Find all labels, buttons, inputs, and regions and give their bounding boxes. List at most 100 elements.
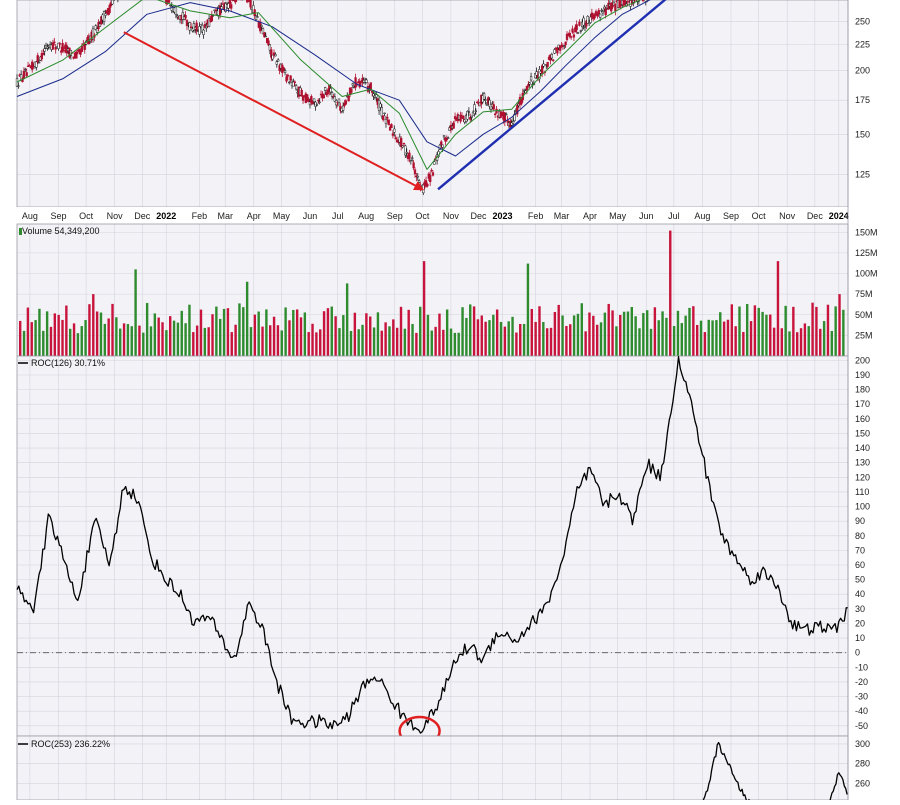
volume-bar — [19, 321, 21, 356]
volume-bar — [565, 326, 567, 356]
volume-bar — [827, 305, 829, 356]
volume-bar — [427, 315, 429, 356]
volume-bar — [504, 327, 506, 356]
x-tick-label: Aug — [694, 211, 710, 221]
volume-bar — [96, 311, 98, 356]
volume-bar — [223, 309, 225, 356]
candle-body — [276, 62, 278, 65]
volume-bar — [796, 332, 798, 356]
volume-bar — [492, 315, 494, 356]
volume-y-tick-label: 25M — [855, 330, 873, 340]
candle-body — [230, 4, 232, 8]
volume-bar — [546, 328, 548, 356]
candle-body — [474, 105, 476, 114]
volume-bar — [481, 316, 483, 356]
roc126-y-tick-label: 30 — [855, 604, 865, 614]
volume-bar — [246, 282, 248, 356]
volume-bar — [596, 325, 598, 356]
roc126-label: ROC(126) 30.71% — [31, 358, 105, 368]
candle-body — [17, 86, 19, 87]
candle-body — [388, 120, 390, 125]
candle-body — [229, 0, 231, 4]
roc126-y-tick-label: 70 — [855, 545, 865, 555]
volume-bar — [438, 314, 440, 356]
volume-bar — [484, 322, 486, 356]
volume-bar — [711, 320, 713, 356]
candle-body — [52, 43, 54, 50]
candle-body — [26, 72, 28, 76]
candle-body — [573, 35, 575, 37]
candle-body — [505, 114, 507, 115]
candle-body — [257, 17, 259, 18]
x-tick-label: Jun — [303, 211, 318, 221]
candle-body — [103, 12, 105, 22]
x-tick-label: Sep — [723, 211, 739, 221]
volume-bar — [477, 319, 479, 356]
candle-body — [288, 82, 290, 83]
volume-bar — [423, 261, 425, 356]
candle-body — [38, 62, 40, 63]
candle-body — [228, 3, 230, 8]
roc126-y-tick-label: 50 — [855, 575, 865, 585]
candle-body — [403, 143, 405, 144]
volume-bar — [588, 313, 590, 356]
volume-bar — [531, 309, 533, 356]
volume-y-tick-label: 50M — [855, 310, 873, 320]
volume-bar — [442, 330, 444, 356]
candle-body — [44, 49, 46, 52]
candle-body — [16, 78, 18, 86]
volume-bar — [708, 320, 710, 356]
candle-body — [176, 16, 178, 17]
volume-bar — [815, 307, 817, 356]
volume-bar — [88, 304, 90, 356]
volume-bar — [238, 303, 240, 356]
volume-bar — [623, 312, 625, 356]
volume-bar — [154, 313, 156, 356]
candle-body — [521, 100, 523, 104]
volume-bar — [469, 304, 471, 356]
x-tick-label: Sep — [50, 211, 66, 221]
candle-body — [190, 27, 192, 28]
candle-body — [323, 95, 325, 98]
candle-body — [331, 93, 333, 97]
candle-body — [53, 42, 55, 43]
x-tick-label: Jul — [332, 211, 344, 221]
x-tick-label: Mar — [554, 211, 570, 221]
candle-body — [59, 43, 61, 44]
volume-bar — [611, 310, 613, 356]
volume-bar — [584, 331, 586, 356]
x-tick-label: Jun — [639, 211, 654, 221]
x-tick-label: Feb — [192, 211, 208, 221]
volume-bar — [357, 329, 359, 356]
volume-bar — [654, 307, 656, 356]
volume-bar — [27, 308, 29, 356]
volume-bar — [554, 312, 556, 356]
volume-bar — [50, 327, 52, 356]
x-tick-label: Dec — [471, 211, 488, 221]
volume-bar — [300, 317, 302, 356]
candle-body — [632, 0, 634, 2]
candle-body — [272, 55, 274, 59]
volume-bar — [165, 330, 167, 356]
volume-bar — [61, 320, 63, 356]
volume-bar — [31, 322, 33, 356]
volume-bar — [754, 305, 756, 356]
candle-body — [418, 181, 420, 183]
volume-bar — [731, 304, 733, 356]
roc126-y-tick-label: -20 — [855, 677, 868, 687]
candle-body — [313, 99, 315, 102]
candle-body — [203, 30, 205, 35]
candle-body — [338, 99, 340, 103]
candle-body — [392, 134, 394, 136]
candle-body — [493, 105, 495, 110]
volume-bar — [319, 329, 321, 356]
volume-bar — [227, 308, 229, 356]
volume-bar — [704, 332, 706, 356]
x-tick-label: Feb — [528, 211, 544, 221]
candle-body — [583, 18, 585, 25]
volume-bar — [346, 283, 348, 356]
volume-bar — [834, 306, 836, 356]
candle-body — [414, 170, 416, 174]
candle-body — [605, 9, 607, 15]
candle-body — [579, 22, 581, 26]
